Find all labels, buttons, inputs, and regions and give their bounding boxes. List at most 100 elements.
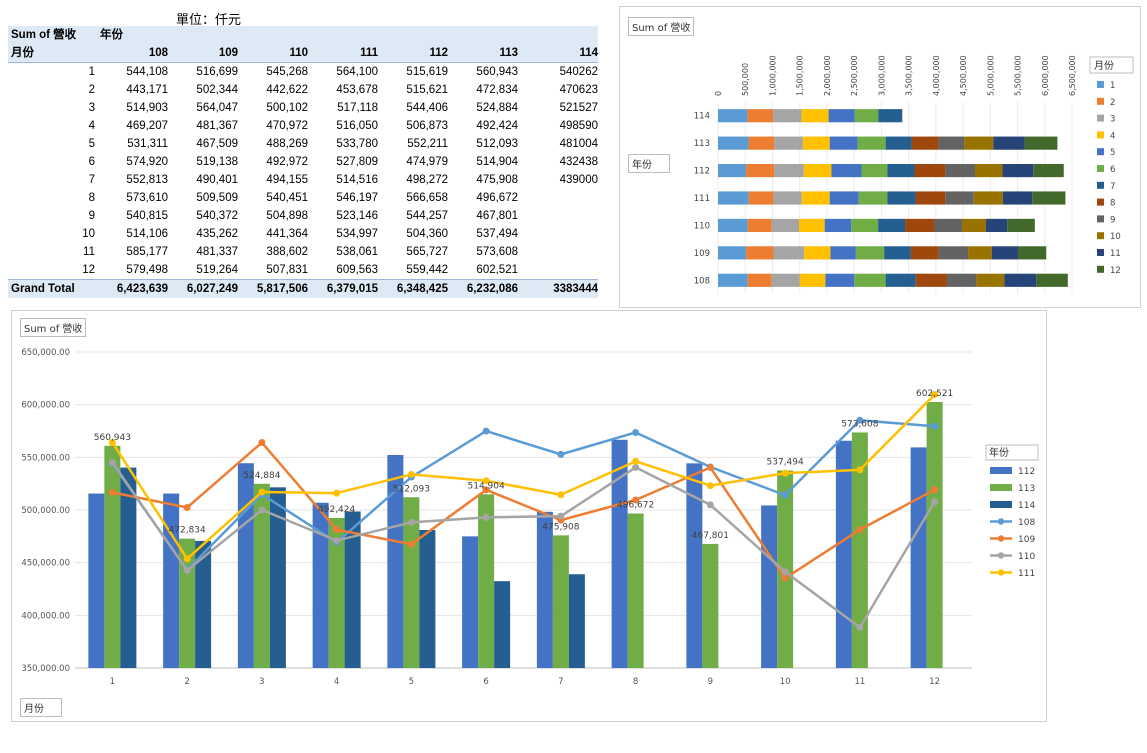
legend-label: 114 [1018, 501, 1035, 511]
legend-swatch [1097, 131, 1104, 139]
y-tick-label: 550,000.00 [21, 453, 70, 463]
combo-plot: 350,000.00 400,000.00 450,000.00 500,000.00… [21, 348, 1039, 687]
bar-segment [861, 163, 888, 178]
x-tick-label: 5,500,000 [1014, 55, 1023, 96]
table-cell: 439000 [559, 174, 598, 186]
table-cell: 574,920 [126, 156, 168, 168]
legend-label: 12 [1110, 266, 1121, 276]
table-cell: 498,272 [406, 174, 448, 186]
bar [851, 432, 868, 668]
bar-segment [718, 273, 748, 287]
legend-label: 3 [1110, 115, 1115, 125]
table-cell: 552,813 [126, 174, 168, 186]
table-cell: 519,264 [196, 264, 238, 276]
table-cell: 566,658 [406, 192, 448, 204]
legend-swatch [1097, 265, 1104, 273]
month-label: 12 [82, 264, 95, 276]
table-cell: 512,093 [476, 138, 518, 150]
stacked-bar-plot: 0 500,000 1,000,000 1,500,000 2,000,000 2,500… [694, 55, 1134, 294]
table-cell: 538,061 [336, 246, 378, 258]
x-tick-label: 9 [708, 677, 713, 687]
bar-segment [747, 273, 772, 287]
legend-swatch [1097, 215, 1104, 223]
bar-segment [746, 163, 775, 178]
y-tick-label: 350,000.00 [21, 664, 70, 674]
bar-segment [1036, 273, 1068, 287]
legend-swatch [1097, 249, 1104, 256]
year-column-header: 111 [308, 44, 378, 63]
bar-segment [747, 109, 774, 123]
bar-segment [885, 273, 916, 287]
table-cell [518, 207, 598, 225]
line-point [856, 526, 864, 534]
table-cell: 602,521 [476, 264, 518, 276]
chart-value-field-button[interactable]: Sum of 營收 [628, 17, 695, 36]
line-point [706, 501, 714, 509]
bar [761, 505, 778, 668]
x-tick-label: 7 [558, 677, 563, 687]
chart-axis-field-button[interactable]: 年份 [628, 154, 670, 173]
x-tick-label: 5 [409, 677, 414, 687]
y-tick-label: 500,000.00 [21, 506, 70, 516]
bar-segment [974, 163, 1003, 178]
data-label: 514,904 [468, 481, 505, 491]
year-column-header: 112 [378, 44, 448, 63]
table-cell: 492,972 [266, 156, 308, 168]
pivot-column-field[interactable]: 年份 [98, 26, 168, 44]
line-point [482, 513, 490, 521]
bar-segment [946, 273, 977, 287]
year-column-header: 108 [98, 44, 168, 63]
series-line [111, 393, 936, 561]
table-cell: 481004 [559, 138, 598, 150]
table-cell: 573,610 [126, 192, 168, 204]
line-point [108, 458, 116, 466]
legend-swatch [1097, 165, 1104, 172]
table-cell: 534,997 [336, 228, 378, 240]
bar-segment [938, 246, 969, 260]
table-row: 3 514,903 564,047 500,102 517,118 544,406 524,… [8, 99, 598, 117]
chart-axis-field-button[interactable]: 月份 [20, 698, 62, 717]
month-label: 9 [88, 210, 95, 222]
x-tick-label: 4,000,000 [932, 55, 941, 96]
legend-title-box [985, 444, 1039, 461]
data-label: 467,801 [692, 531, 729, 541]
bar-segment [804, 246, 831, 260]
table-cell: 472,834 [476, 84, 518, 96]
bar [195, 540, 212, 668]
table-cell: 494,155 [266, 174, 308, 186]
year-column-header: 114 [518, 44, 598, 63]
bar-segment [801, 109, 829, 123]
legend-swatch [1097, 114, 1104, 122]
chart-value-field-button[interactable]: Sum of 營收 [20, 318, 87, 337]
bar-segment [718, 218, 748, 233]
combo-chart[interactable]: Sum of 營收 月份 350,000.00 400,000.00 450,000… [11, 310, 1047, 722]
bar-segment [976, 273, 1005, 287]
legend-label: 9 [1110, 215, 1115, 225]
x-tick-label: 3,000,000 [877, 55, 886, 96]
table-cell: 531,311 [127, 138, 168, 150]
bar [568, 574, 585, 668]
pivot-corner-label[interactable]: Sum of 營收 [8, 26, 98, 44]
pivot-row-field[interactable]: 月份 [8, 44, 98, 63]
legend-label: 109 [1018, 535, 1035, 545]
legend-swatch [1097, 97, 1104, 105]
table-cell: 488,269 [266, 138, 308, 150]
data-label: 475,908 [542, 522, 579, 532]
table-cell: 443,171 [126, 84, 168, 96]
data-label: 573,608 [841, 419, 878, 429]
line-point [856, 416, 864, 424]
table-cell: 490,401 [196, 174, 238, 186]
x-tick-label: 1,000,000 [768, 55, 777, 96]
x-tick-label: 1,500,000 [796, 55, 805, 96]
stacked-bar-chart[interactable]: Sum of 營收 年份 0 500,000 1,000,000 1,500,000 2… [619, 6, 1141, 308]
x-tick-label: 2,500,000 [850, 55, 859, 96]
bar-segment [831, 163, 862, 178]
line-point [407, 470, 415, 478]
bar-segment [858, 191, 888, 205]
table-cell: 469,207 [126, 120, 168, 132]
bar-segment [774, 163, 804, 178]
line-point [706, 463, 714, 471]
table-cell: 504,898 [266, 210, 308, 222]
bar-segment [830, 246, 856, 260]
table-cell: 514,904 [476, 156, 518, 168]
